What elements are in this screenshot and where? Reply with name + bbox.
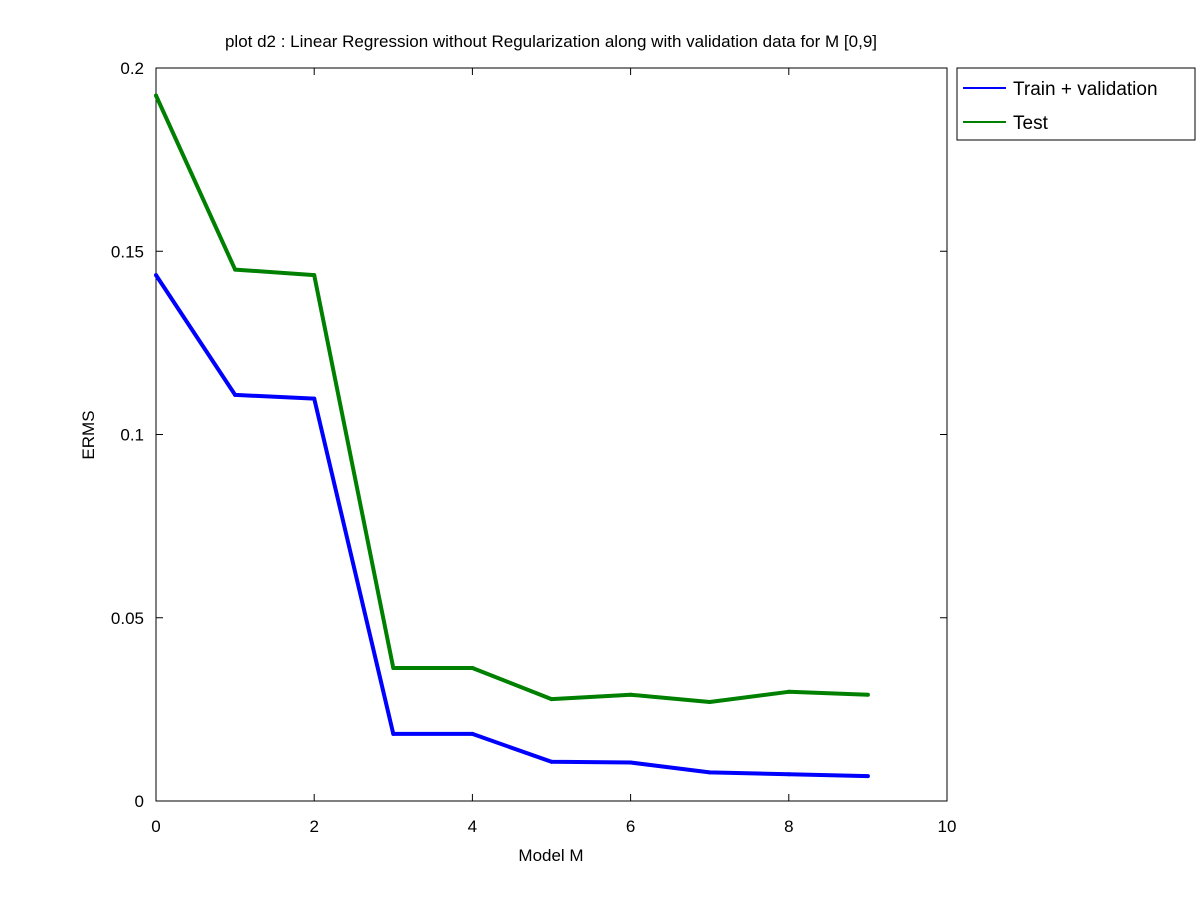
x-tick-label: 10: [938, 817, 957, 836]
data-point: [865, 692, 870, 697]
y-tick-label: 0.05: [111, 609, 144, 628]
legend: Train + validation Test: [956, 67, 1196, 141]
data-point: [470, 731, 475, 736]
series-lines: [154, 93, 870, 779]
y-axis-ticks: 0 0.05 0.1 0.15 0.2: [111, 59, 947, 811]
y-tick-label: 0: [135, 792, 144, 811]
data-point: [391, 665, 396, 670]
legend-box: [956, 67, 1196, 141]
plot-area: 0 2 4 6 8 10 0 0.05 0.1 0.15 0.2: [111, 59, 957, 836]
data-point: [549, 759, 554, 764]
x-tick-label: 6: [626, 817, 635, 836]
y-tick-label: 0.15: [111, 242, 144, 261]
data-point: [312, 396, 317, 401]
data-point: [391, 731, 396, 736]
data-point: [154, 93, 158, 98]
series-line-1: [154, 94, 868, 704]
x-tick-label: 8: [784, 817, 793, 836]
y-tick-label: 0.2: [120, 59, 144, 78]
plot-frame: [155, 67, 948, 802]
series-line-0: [154, 273, 868, 779]
data-point: [628, 692, 633, 697]
data-point: [470, 665, 475, 670]
data-point: [786, 689, 791, 694]
y-tick-label: 0.1: [120, 426, 144, 445]
chart-title: plot d2 : Linear Regression without Regu…: [225, 32, 877, 51]
data-point: [707, 770, 712, 775]
x-axis-label: Model M: [518, 846, 583, 865]
x-tick-label: 2: [309, 817, 318, 836]
data-point: [865, 774, 870, 779]
data-point: [154, 273, 158, 278]
data-point: [707, 700, 712, 705]
data-point: [628, 760, 633, 765]
x-tick-label: 0: [151, 817, 160, 836]
data-point: [233, 392, 238, 397]
data-point: [549, 697, 554, 702]
x-tick-label: 4: [468, 817, 477, 836]
data-point: [233, 267, 238, 272]
data-point: [312, 273, 317, 278]
y-axis-label: ERMS: [79, 410, 98, 459]
legend-label-0: Train + validation: [1013, 79, 1158, 100]
x-axis-ticks: 0 2 4 6 8 10: [151, 68, 956, 836]
data-point: [786, 772, 791, 777]
legend-label-1: Test: [1013, 113, 1049, 134]
